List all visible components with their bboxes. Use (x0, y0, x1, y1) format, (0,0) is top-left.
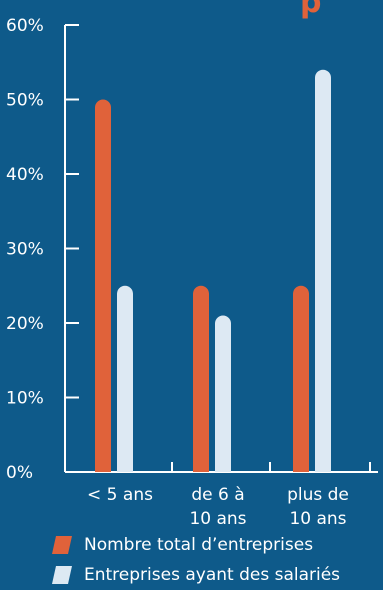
bar-total-2 (293, 285, 309, 472)
x-category-label: 10 ans (189, 509, 246, 529)
chart-bars (95, 69, 331, 472)
x-category-label: < 5 ans (87, 485, 153, 505)
y-tick-label: 40% (6, 165, 44, 185)
x-axis-labels: < 5 ans de 6 à 10 ans plus de 10 ans (87, 485, 349, 529)
chart-legend: Nombre total d’entreprises Entreprises ay… (52, 535, 340, 585)
y-tick-label: 30% (6, 240, 44, 260)
bar-salaries-2 (315, 69, 331, 472)
y-tick-label: 60% (6, 16, 44, 36)
x-category-label: 10 ans (289, 509, 346, 529)
y-tick-label: 20% (6, 314, 44, 334)
x-category-label: plus de (287, 485, 349, 505)
x-category-label: de 6 à (191, 485, 244, 505)
chart-title-fragment: p (300, 0, 321, 20)
bar-total-1 (193, 285, 209, 472)
y-tick-label: 50% (6, 91, 44, 111)
legend-swatch (52, 536, 72, 554)
bar-salaries-0 (117, 285, 133, 472)
y-tick-label: 10% (6, 389, 44, 409)
y-tick-label: 0% (6, 463, 33, 483)
bar-salaries-1 (215, 315, 231, 472)
legend-swatch (52, 566, 72, 584)
bar-total-0 (95, 99, 111, 472)
legend-label: Nombre total d’entreprises (84, 535, 313, 555)
legend-label: Entreprises ayant des salariés (84, 565, 340, 585)
y-axis-ticks: 0% 10% 20% 30% 40% 50% 60% (6, 16, 79, 483)
